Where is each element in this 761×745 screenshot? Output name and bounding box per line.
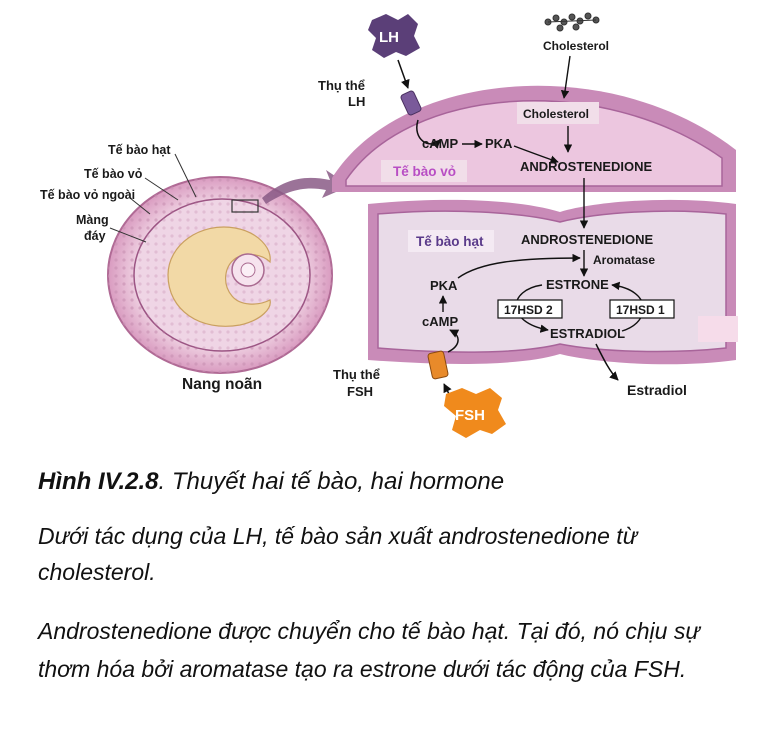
cholesterol-box-label: Cholesterol	[523, 107, 589, 121]
receptor-lh-line1: Thụ thể	[318, 78, 365, 93]
zoom-box	[231, 199, 259, 213]
label-outer-theca: Tế bào vỏ ngoài	[40, 188, 135, 202]
theca-cell-label-box	[381, 160, 467, 182]
cholesterol-box	[517, 102, 599, 124]
label-theca: Tế bào vỏ	[84, 167, 143, 181]
androstenedione-theca: ANDROSTENEDIONE	[520, 159, 653, 174]
cholesterol-molecule	[544, 12, 600, 32]
lh-receptor	[400, 90, 422, 116]
antrum	[167, 226, 271, 327]
hsd2-box	[497, 299, 563, 319]
granulosa-camp: cAMP	[422, 314, 458, 329]
aromatase-label: Aromatase	[593, 253, 655, 267]
figure-caption: Hình IV.2.8. Thuyết hai tế bào, hai horm…	[38, 468, 738, 496]
label-basement-2: đáy	[84, 229, 106, 243]
granulosa-cell-label-box	[408, 230, 494, 252]
paragraph-2: Androstenedione được chuyển cho tế bào h…	[38, 618, 700, 682]
cholesterol-top-label: Cholesterol	[543, 39, 609, 53]
hsd1-box	[609, 299, 675, 319]
hsd2-label: 17HSD 2	[504, 303, 553, 317]
theca-camp: cAMP	[422, 136, 458, 151]
receptor-fsh-line1: Thụ thể	[333, 367, 380, 382]
zoom-arrow	[262, 170, 350, 204]
follicle	[107, 176, 333, 374]
lh-hormone: LH	[368, 14, 420, 58]
two-cell-diagram: Tế bào hạt Tế bào vỏ Tế bào vỏ ngoài Màn…	[40, 12, 738, 438]
label-basement-1: Màng	[76, 213, 109, 227]
receptor-lh-line2: LH	[348, 94, 365, 109]
estradiol-inner-label: ESTRADIOL	[550, 326, 625, 341]
androstenedione-granulosa: ANDROSTENEDIONE	[521, 232, 654, 247]
estrone-label: ESTRONE	[546, 277, 609, 292]
caption-title-text: . Thuyết hai tế bào, hai hormone	[158, 468, 505, 495]
hsd1-label: 17HSD 1	[616, 303, 665, 317]
estradiol-out-label: Estradiol	[627, 382, 687, 398]
granulosa-pka: PKA	[430, 278, 458, 293]
paragraph-1: Dưới tác dụng của LH, tế bào sản xuất an…	[38, 523, 638, 585]
lh-label: LH	[379, 29, 399, 46]
fsh-label: FSH	[455, 407, 485, 424]
theca-cell-label: Tế bào vỏ	[393, 164, 456, 179]
caption-label: Hình IV.2.8	[38, 468, 159, 495]
granulosa-cell-label: Tế bào hạt	[416, 234, 484, 249]
label-follicle: Nang noãn	[182, 376, 262, 393]
fsh-receptor	[427, 350, 449, 380]
theca-pka: PKA	[485, 136, 513, 151]
receptor-fsh-line2: FSH	[347, 384, 373, 399]
fsh-hormone: FSH	[444, 388, 506, 438]
label-granulosa: Tế bào hạt	[108, 143, 171, 157]
